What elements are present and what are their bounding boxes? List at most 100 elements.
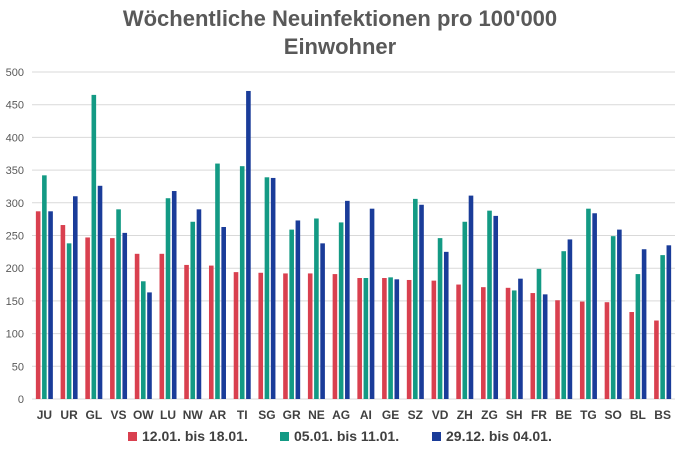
bar-ti-series-1 — [233, 272, 239, 399]
chart-title-line1: Wöchentliche Neuinfektionen pro 100'000 — [123, 6, 557, 31]
bar-fr-series-2 — [536, 268, 542, 399]
x-tick-label: NE — [308, 408, 325, 422]
x-tick-label: BE — [555, 408, 572, 422]
bar-sh-series-3 — [518, 278, 523, 399]
bar-ag-series-1 — [332, 274, 338, 399]
bar-ow-series-2 — [140, 281, 146, 399]
bar-gr-series-1 — [283, 273, 288, 399]
y-tick-label: 400 — [6, 132, 24, 144]
y-tick-label: 350 — [6, 165, 24, 177]
y-tick-label: 250 — [6, 231, 24, 243]
x-tick-label: VD — [432, 408, 449, 422]
bar-ne-series-1 — [307, 273, 313, 399]
bar-ar-series-1 — [208, 265, 214, 399]
bar-tg-series-2 — [586, 208, 591, 399]
y-tick-label: 500 — [6, 67, 24, 79]
bar-be-series-1 — [555, 300, 560, 399]
bar-ur-series-3 — [72, 196, 78, 399]
bar-zg-series-2 — [487, 210, 492, 399]
x-tick-label: LU — [160, 408, 176, 422]
bars — [35, 90, 672, 399]
bar-sh-series-2 — [511, 290, 517, 399]
bar-sg-series-2 — [264, 177, 270, 399]
bar-vs-series-1 — [110, 238, 115, 399]
bar-gr-series-2 — [289, 229, 294, 399]
bar-gr-series-3 — [295, 220, 301, 399]
x-tick-label: AR — [209, 408, 227, 422]
bar-so-series-1 — [604, 302, 610, 399]
bar-ti-series-3 — [246, 90, 251, 399]
bar-vs-series-2 — [116, 209, 121, 399]
bar-lu-series-2 — [165, 198, 171, 399]
x-tick-label: ZH — [457, 408, 473, 422]
bar-vd-series-3 — [443, 251, 449, 399]
gridlines — [32, 71, 675, 400]
y-axis-ticks: 0 50 100 150 200 250 300 350 400 450 500 — [6, 67, 24, 406]
bar-bs-series-2 — [660, 255, 665, 399]
x-tick-label: GR — [283, 408, 301, 422]
bar-ar-series-3 — [221, 226, 226, 399]
x-tick-label: AI — [360, 408, 372, 422]
bar-bs-series-3 — [666, 245, 672, 399]
bar-lu-series-1 — [159, 253, 165, 399]
x-tick-label: SO — [605, 408, 622, 422]
bar-tg-series-3 — [592, 213, 597, 399]
bar-ai-series-2 — [363, 278, 369, 399]
bar-so-series-2 — [610, 236, 616, 399]
x-tick-label: ZG — [481, 408, 498, 422]
legend-swatch-3 — [432, 432, 441, 441]
legend-swatch-2 — [280, 432, 289, 441]
bar-be-series-3 — [567, 239, 573, 399]
y-tick-label: 50 — [12, 361, 24, 373]
bar-bl-series-3 — [641, 249, 647, 399]
bar-fr-series-3 — [542, 294, 548, 399]
bar-zg-series-1 — [481, 287, 486, 399]
x-tick-label: GE — [382, 408, 399, 422]
bar-zh-series-3 — [468, 195, 474, 399]
bar-ge-series-2 — [388, 277, 393, 399]
bar-nw-series-3 — [196, 209, 202, 399]
chart-title-line2: Einwohner — [284, 34, 397, 59]
bar-be-series-2 — [561, 251, 567, 399]
bar-zg-series-3 — [493, 215, 499, 399]
y-tick-label: 300 — [6, 198, 24, 210]
bar-sg-series-1 — [258, 272, 264, 399]
bar-lu-series-3 — [171, 191, 177, 399]
x-tick-label: BS — [654, 408, 671, 422]
x-tick-label: FR — [531, 408, 547, 422]
y-tick-label: 0 — [18, 394, 24, 406]
bar-vd-series-1 — [431, 280, 437, 399]
bar-ai-series-3 — [369, 208, 375, 399]
bar-gl-series-1 — [85, 237, 90, 399]
bar-ge-series-1 — [382, 278, 387, 399]
y-tick-label: 150 — [6, 296, 24, 308]
bar-ju-series-1 — [35, 211, 41, 399]
bar-sz-series-3 — [419, 204, 424, 399]
bar-ur-series-1 — [60, 225, 66, 399]
bar-zh-series-2 — [462, 221, 468, 399]
bar-gl-series-3 — [97, 185, 103, 399]
y-tick-label: 200 — [6, 263, 24, 275]
x-tick-label: AG — [332, 408, 350, 422]
bar-sz-series-2 — [413, 198, 418, 399]
legend-label-1: 12.01. bis 18.01. — [142, 428, 248, 444]
bar-gl-series-2 — [91, 94, 97, 399]
x-tick-label: VS — [111, 408, 127, 422]
bar-vd-series-2 — [437, 238, 443, 399]
x-tick-label: UR — [60, 408, 78, 422]
x-tick-label: NW — [183, 408, 204, 422]
x-tick-label: SH — [506, 408, 523, 422]
bar-ju-series-2 — [42, 175, 47, 399]
bar-tg-series-1 — [579, 301, 585, 399]
bar-ne-series-3 — [320, 243, 325, 399]
bar-ai-series-1 — [357, 278, 362, 399]
y-tick-label: 450 — [6, 100, 24, 112]
x-tick-label: TI — [237, 408, 248, 422]
legend-swatch-1 — [128, 432, 137, 441]
bar-ge-series-3 — [394, 279, 400, 399]
bar-sz-series-1 — [406, 279, 412, 399]
bar-nw-series-2 — [190, 221, 196, 399]
bar-nw-series-1 — [184, 264, 189, 399]
bar-ow-series-3 — [147, 292, 152, 399]
